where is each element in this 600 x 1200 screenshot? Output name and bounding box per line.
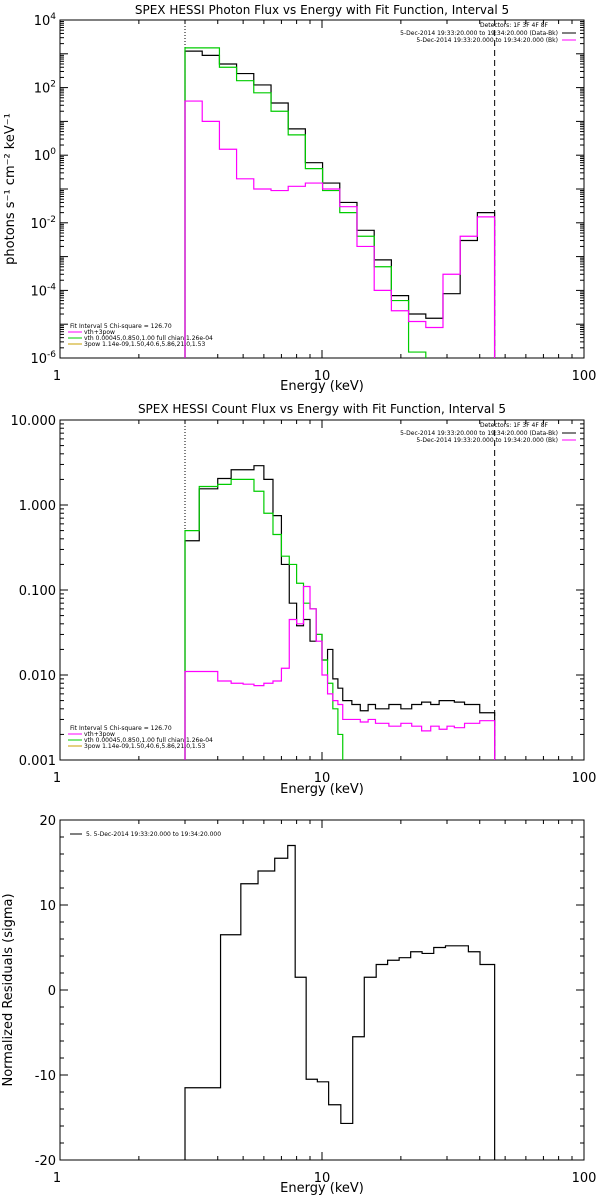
y-tick-label: 20 bbox=[39, 814, 56, 829]
x-tick-label: 10 bbox=[314, 1171, 331, 1186]
x-axis-label: Energy (keV) bbox=[280, 379, 364, 394]
y-axis-label: Normalized Residuals (sigma) bbox=[1, 893, 16, 1086]
y-tick-base: 10 bbox=[30, 217, 47, 232]
y-tick-label: 0 bbox=[48, 984, 56, 999]
y-tick-base: 10 bbox=[30, 284, 47, 299]
legend-entry: 5-Dec-2014 19:33:20.000 to 19:34:20.000 … bbox=[416, 437, 558, 444]
y-tick-label: 0.001 bbox=[19, 754, 56, 769]
x-tick-label: 1 bbox=[53, 771, 61, 786]
chart-title: SPEX HESSI Photon Flux vs Energy with Fi… bbox=[135, 3, 509, 17]
y-tick-exponent: -4 bbox=[47, 282, 56, 292]
y-tick-label: -20 bbox=[35, 1154, 56, 1169]
y-tick-label: 10-4 bbox=[30, 282, 56, 299]
legend-header: Detectors: 1F 3F 4F 8F bbox=[480, 422, 549, 429]
fit-legend-entry: vth 0.00045,0.850,1.00 full chian 1.26e-… bbox=[84, 737, 213, 744]
x-tick-label: 10 bbox=[314, 369, 331, 384]
chart-2: SPEX HESSI Count Flux vs Energy with Fit… bbox=[11, 402, 597, 797]
series-line-1 bbox=[184, 844, 496, 1160]
x-axis-label: Energy (keV) bbox=[280, 782, 364, 797]
y-tick-label: 10-6 bbox=[30, 350, 56, 367]
y-tick-base: 10 bbox=[34, 14, 51, 29]
legend-entry: 5-Dec-2014 19:33:20.000 to 19:34:20.000 … bbox=[416, 37, 558, 44]
legend-header: Detectors: 1F 3F 4F 8F bbox=[480, 22, 549, 29]
y-tick-label: 102 bbox=[34, 80, 56, 97]
fit-legend-entry: 3pow 1.14e-09,1.50,40.6,5.86,21.0,1.53 bbox=[84, 341, 205, 348]
y-tick-exponent: 4 bbox=[50, 12, 56, 22]
chart-title: SPEX HESSI Count Flux vs Energy with Fit… bbox=[138, 402, 506, 416]
x-tick-label: 100 bbox=[572, 1171, 597, 1186]
legend-entry: 5-Dec-2014 19:33:20.000 to 19:34:20.000 … bbox=[400, 430, 558, 437]
x-axis-label: Energy (keV) bbox=[280, 1181, 364, 1196]
fit-legend-entry: vth 0.00045,0.850,1.00 full chian 1.26e-… bbox=[84, 335, 213, 342]
legend-entry: 5-Dec-2014 19:33:20.000 to 19:34:20.000 … bbox=[400, 30, 558, 37]
y-tick-exponent: -6 bbox=[47, 350, 56, 360]
fit-legend-entry: 3pow 1.14e-09,1.50,40.6,5.86,21.0,1.53 bbox=[84, 743, 205, 750]
x-tick-label: 100 bbox=[572, 369, 597, 384]
series-line-2 bbox=[184, 478, 496, 760]
y-tick-base: 10 bbox=[30, 352, 47, 367]
series-line-2 bbox=[184, 47, 496, 358]
x-tick-label: 100 bbox=[572, 771, 597, 786]
plot-frame bbox=[59, 419, 585, 761]
y-tick-label: 104 bbox=[34, 12, 57, 29]
y-axis-label: photons s⁻¹ cm⁻² keV⁻¹ bbox=[3, 113, 18, 265]
y-tick-exponent: 0 bbox=[50, 147, 56, 157]
y-tick-label: 10-2 bbox=[30, 215, 56, 232]
series-group bbox=[184, 465, 496, 760]
fit-legend-header: Fit Interval 5 Chi-square = 126.70 bbox=[70, 725, 172, 732]
y-tick-label: 10.000 bbox=[11, 414, 57, 429]
x-tick-label: 1 bbox=[53, 1171, 61, 1186]
legend-entry: 5. 5-Dec-2014 19:33:20.000 to 19:34:20.0… bbox=[86, 831, 221, 838]
series-group bbox=[184, 47, 496, 358]
y-tick-label: 100 bbox=[34, 147, 57, 164]
series-line-1 bbox=[184, 465, 496, 760]
y-tick-exponent: 2 bbox=[50, 80, 56, 90]
fit-legend-header: Fit Interval 5 Chi-square = 126.70 bbox=[70, 323, 172, 330]
y-tick-label: 10 bbox=[39, 899, 56, 914]
y-tick-exponent: -2 bbox=[47, 215, 56, 225]
fit-legend-entry: vth+3pow bbox=[84, 731, 115, 738]
x-tick-label: 1 bbox=[53, 369, 61, 384]
y-tick-label: 0.010 bbox=[19, 669, 56, 684]
y-tick-base: 10 bbox=[34, 82, 51, 97]
y-tick-label: 1.000 bbox=[19, 499, 56, 514]
y-tick-label: -10 bbox=[35, 1069, 56, 1084]
fit-legend-entry: vth+3pow bbox=[84, 329, 115, 336]
x-tick-label: 10 bbox=[314, 771, 331, 786]
plot-frame bbox=[59, 819, 585, 1161]
series-line-3 bbox=[184, 100, 496, 358]
chart-1: SPEX HESSI Photon Flux vs Energy with Fi… bbox=[3, 3, 596, 394]
y-tick-base: 10 bbox=[34, 149, 51, 164]
series-line-3 bbox=[184, 585, 496, 760]
y-tick-label: 0.100 bbox=[19, 584, 56, 599]
series-group bbox=[184, 844, 496, 1160]
